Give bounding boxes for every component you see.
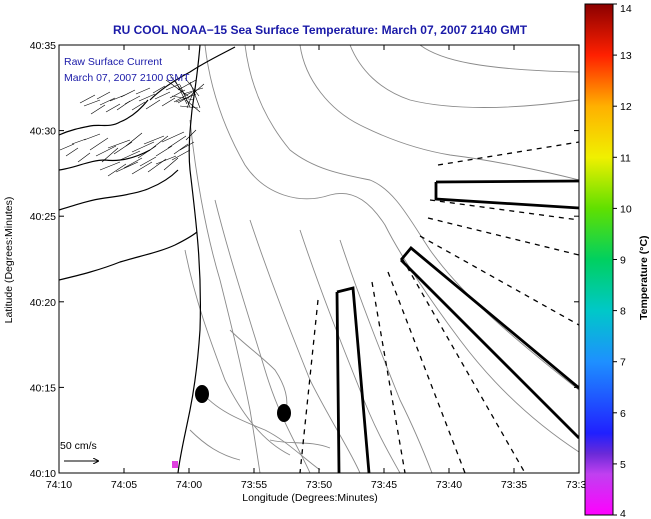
- colorbar-tick-label: 9: [620, 255, 626, 267]
- x-tick-label: 74:10: [46, 479, 72, 491]
- x-tick-label: 73:45: [371, 479, 397, 491]
- colorbar-tick-label: 5: [620, 459, 626, 471]
- sst-pixel-marker: [172, 461, 178, 468]
- plot-frame: [58, 44, 580, 474]
- y-tick-label: 40:10: [30, 468, 56, 480]
- scale-label: 50 cm/s: [60, 440, 97, 452]
- x-tick-label: 73:55: [241, 479, 267, 491]
- x-axis-label: Longitude (Degrees:Minutes): [242, 492, 377, 504]
- colorbar-tick-label: 11: [620, 152, 631, 164]
- colorbar-tick-label: 10: [620, 203, 632, 215]
- coastline: [59, 45, 236, 473]
- x-tick-label: 73:35: [501, 479, 527, 491]
- y-tick-label: 40:25: [30, 211, 56, 223]
- y-tick-label: 40:20: [30, 297, 56, 309]
- current-time: March 07, 2007 2100 GMT: [64, 72, 190, 84]
- x-tick-label: 74:05: [111, 479, 137, 491]
- mooring-dot-1: [195, 385, 209, 403]
- y-tick-label: 40:30: [30, 126, 56, 138]
- current-label: Raw Surface Current: [64, 56, 162, 68]
- colorbar-tick-label: 4: [620, 508, 626, 519]
- x-tick-label: 73:40: [436, 479, 462, 491]
- x-axis-ticks: 74:10 74:05 74:00 73:55 73:50 73:45 73:40 73:35…: [46, 45, 592, 491]
- surface-current-vectors: [59, 74, 205, 177]
- colorbar-tick-label: 13: [620, 50, 632, 62]
- colorbar-tick-label: 12: [620, 101, 632, 113]
- radar-sector-dashes: [299, 141, 579, 473]
- colorbar-tick-label: 8: [620, 306, 626, 318]
- y-tick-label: 40:15: [30, 382, 56, 394]
- colorbar-tick-label: 7: [620, 357, 626, 369]
- colorbar-label: Temperature (°C): [638, 235, 650, 320]
- y-axis-label: Latitude (Degrees:Minutes): [3, 197, 15, 324]
- x-tick-label: 74:00: [176, 479, 202, 491]
- x-tick-label: 73:50: [306, 479, 332, 491]
- mooring-dot-2: [277, 404, 291, 422]
- y-tick-label: 40:35: [30, 40, 56, 52]
- survey-boxes: [335, 179, 579, 473]
- bathymetry-contours: [184, 45, 579, 473]
- colorbar-tick-label: 6: [620, 408, 626, 420]
- y-axis-ticks: 40:35 40:30 40:25 40:20 40:15 40:10: [30, 40, 579, 480]
- colorbar-ticks: 14 13 12 11 10 9 8 7 6 5 4: [613, 3, 632, 519]
- figure-title: RU COOL NOAA−15 Sea Surface Temperature:…: [113, 23, 528, 37]
- colorbar-tick-label: 14: [620, 3, 632, 15]
- colorbar: [584, 3, 614, 516]
